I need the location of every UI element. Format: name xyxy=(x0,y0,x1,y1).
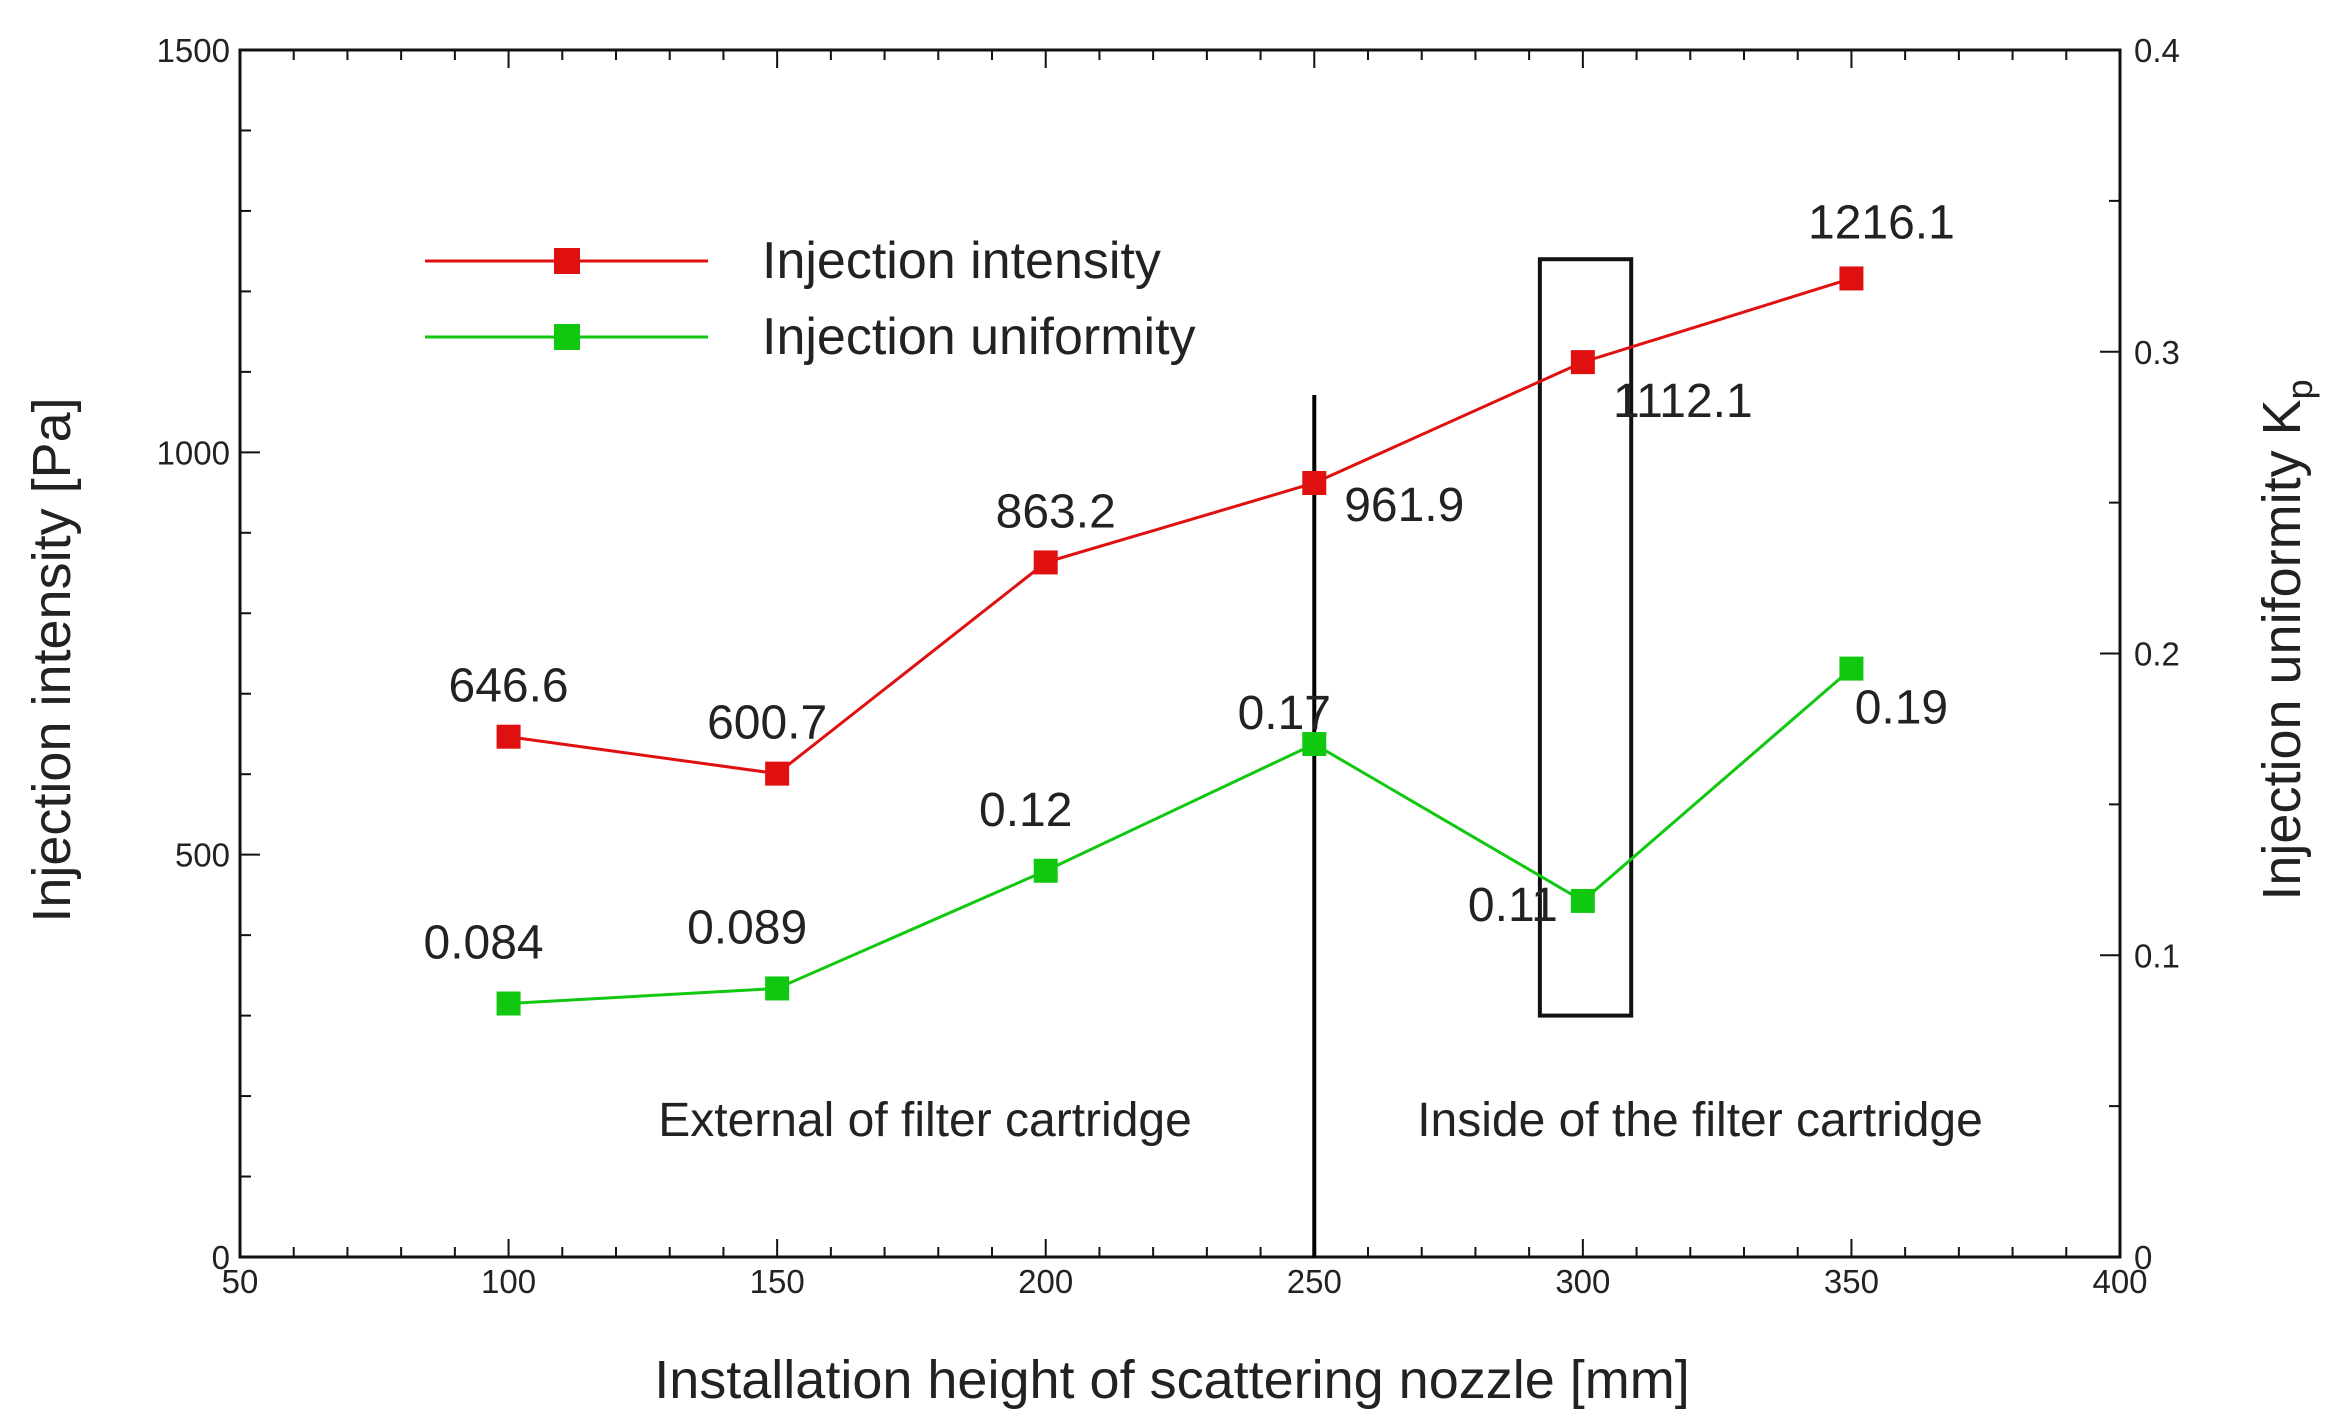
uniformity-data-label: 0.19 xyxy=(1855,682,1948,735)
uniformity-point xyxy=(1033,858,1058,883)
series-line-uniformity xyxy=(508,667,1853,1006)
legend-marker-0 xyxy=(554,248,580,274)
y-left-tick-label: 0 xyxy=(212,1239,230,1276)
uniformity-point xyxy=(1302,732,1327,757)
intensity-data-label: 863.2 xyxy=(996,485,1116,538)
y-right-tick-label: 0.3 xyxy=(2134,334,2180,371)
uniformity-data-label: 0.17 xyxy=(1238,687,1331,740)
y-right-tick-label: 0 xyxy=(2134,1239,2152,1276)
y-axis-left-title: Injection intensity [Pa] xyxy=(22,397,82,922)
y-right-tick-label: 0.1 xyxy=(2134,937,2180,974)
intensity-data-label: 1216.1 xyxy=(1808,196,1955,249)
legend-marker-1 xyxy=(554,324,580,350)
axes: 50 100 150 200 250 300 350 40005001000150000.10… xyxy=(157,32,2180,1300)
x-tick-label: 200 xyxy=(1018,1263,1073,1300)
y-left-tick-label: 1500 xyxy=(157,32,230,69)
highlight-box xyxy=(1537,257,1634,1018)
axis-titles: Installation height of scattering nozzle… xyxy=(22,379,2320,1410)
uniformity-point xyxy=(496,991,521,1016)
y-left-tick-label: 1000 xyxy=(157,434,230,471)
series-lines xyxy=(508,277,1853,1006)
y-left-tick-label: 500 xyxy=(175,837,230,874)
intensity-data-label: 1112.1 xyxy=(1613,375,1753,428)
data-labels: 646.6 600.7 863.2 961.9 1112.1 1216.1 0.084 0.0… xyxy=(424,196,1955,969)
intensity-data-label: 961.9 xyxy=(1344,479,1464,532)
y-right-tick-label: 0.2 xyxy=(2134,636,2180,673)
legend-label-1: Injection uniformity xyxy=(762,308,1196,366)
uniformity-data-label: 0.11 xyxy=(1468,879,1558,932)
x-tick-label: 350 xyxy=(1824,1263,1879,1300)
uniformity-point xyxy=(765,976,790,1001)
intensity-point xyxy=(496,724,521,749)
series-line-intensity xyxy=(508,277,1852,776)
intensity-point xyxy=(1570,350,1595,375)
y-axis-right-title-sub: p xyxy=(2279,379,2320,399)
intensity-data-label: 600.7 xyxy=(707,697,827,750)
x-tick-label: 50 xyxy=(222,1263,259,1300)
y-right-tick-label: 0.4 xyxy=(2134,32,2180,69)
x-tick-label: 250 xyxy=(1287,1263,1342,1300)
intensity-data-label: 646.6 xyxy=(449,660,569,713)
legend: Injection intensity Injection uniformity xyxy=(425,232,1196,366)
x-tick-label: 150 xyxy=(750,1263,805,1300)
intensity-point xyxy=(1302,470,1327,495)
intensity-point xyxy=(1033,550,1058,575)
inside-region-label: Inside of the filter cartridge xyxy=(1417,1094,1983,1147)
y-axis-right-title-main: Injection uniformity K xyxy=(2252,399,2312,900)
x-tick-label: 100 xyxy=(481,1263,536,1300)
uniformity-data-label: 0.089 xyxy=(687,901,807,954)
x-tick-label: 300 xyxy=(1555,1263,1610,1300)
series-markers xyxy=(496,266,1864,1016)
annotations: External of filter cartridge Inside of th… xyxy=(658,257,1983,1257)
uniformity-point xyxy=(1570,888,1595,913)
x-tick-label: 400 xyxy=(2092,1263,2147,1300)
intensity-point xyxy=(1839,266,1864,291)
intensity-point xyxy=(765,761,790,786)
x-axis-title: Installation height of scattering nozzle… xyxy=(654,1350,1690,1410)
legend-label-0: Injection intensity xyxy=(762,232,1161,290)
uniformity-data-label: 0.12 xyxy=(979,784,1072,837)
uniformity-data-label: 0.084 xyxy=(424,917,544,970)
external-region-label: External of filter cartridge xyxy=(658,1094,1192,1147)
uniformity-point xyxy=(1839,656,1864,681)
y-axis-right-title: Injection uniformity Kp xyxy=(2252,379,2320,900)
